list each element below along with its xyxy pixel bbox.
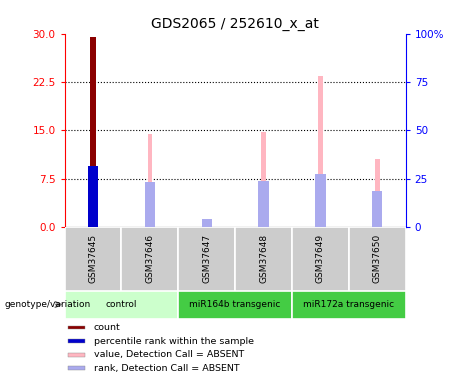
Bar <box>88 166 98 227</box>
Bar <box>259 180 269 227</box>
Bar <box>65 291 178 319</box>
Bar <box>68 366 85 370</box>
Bar <box>121 227 178 291</box>
Text: GSM37645: GSM37645 <box>89 234 97 284</box>
Text: GSM37646: GSM37646 <box>145 234 154 284</box>
Text: GSM37648: GSM37648 <box>259 234 268 284</box>
Text: miR164b transgenic: miR164b transgenic <box>189 300 281 309</box>
Text: GSM37649: GSM37649 <box>316 234 325 284</box>
Bar <box>178 227 235 291</box>
Bar <box>315 174 325 227</box>
Bar <box>349 227 406 291</box>
Bar <box>375 159 379 227</box>
Bar <box>201 219 212 227</box>
Text: rank, Detection Call = ABSENT: rank, Detection Call = ABSENT <box>94 364 239 373</box>
Text: miR172a transgenic: miR172a transgenic <box>303 300 395 309</box>
Bar <box>68 339 85 343</box>
Text: GSM37647: GSM37647 <box>202 234 211 284</box>
Bar <box>145 183 155 227</box>
Text: GSM37650: GSM37650 <box>373 234 382 284</box>
Bar <box>68 326 85 329</box>
Bar <box>292 227 349 291</box>
Bar <box>261 132 266 227</box>
Text: control: control <box>106 300 137 309</box>
Bar <box>235 227 292 291</box>
Text: genotype/variation: genotype/variation <box>5 300 91 309</box>
Text: count: count <box>94 323 120 332</box>
Bar <box>68 353 85 357</box>
Bar <box>204 220 209 227</box>
Bar <box>148 134 152 227</box>
Text: percentile rank within the sample: percentile rank within the sample <box>94 336 254 345</box>
Title: GDS2065 / 252610_x_at: GDS2065 / 252610_x_at <box>151 17 319 32</box>
Bar <box>178 291 292 319</box>
Text: value, Detection Call = ABSENT: value, Detection Call = ABSENT <box>94 350 244 359</box>
Bar <box>89 37 96 227</box>
Bar <box>318 76 323 227</box>
Bar <box>292 291 406 319</box>
Bar <box>372 192 382 227</box>
Bar <box>65 227 121 291</box>
